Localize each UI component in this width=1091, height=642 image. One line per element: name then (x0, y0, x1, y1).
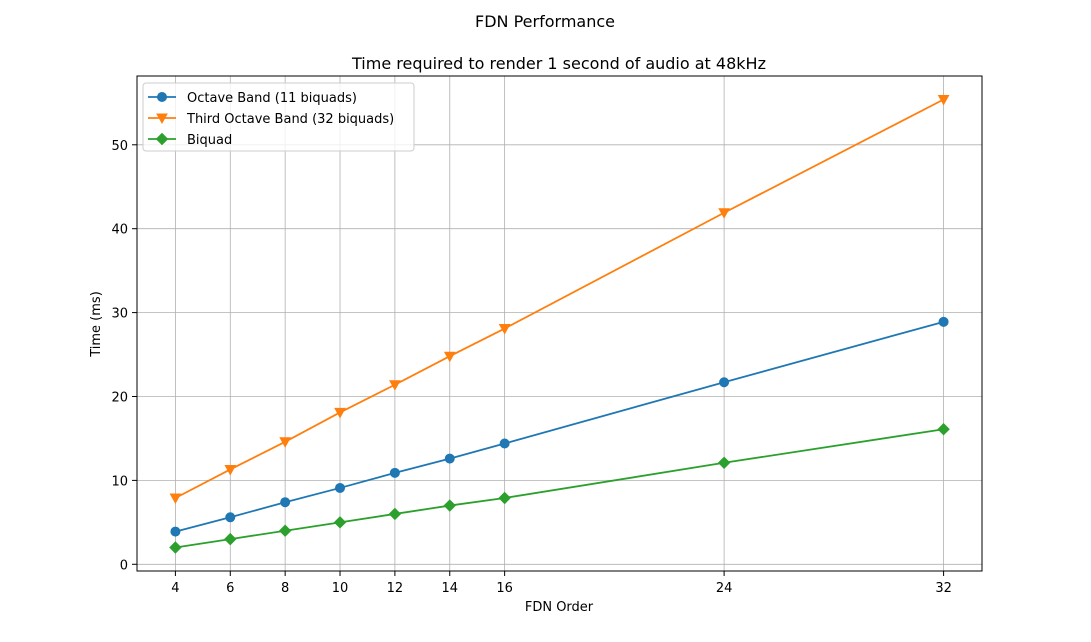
legend-items: Octave Band (11 biquads) Third Octave Ban… (148, 91, 394, 148)
data-point (498, 491, 511, 505)
data-point (170, 526, 181, 537)
y-tick-label: 0 (120, 558, 128, 573)
plot-frame (136, 75, 983, 572)
y-tick-label: 10 (111, 474, 128, 489)
data-point (334, 407, 346, 419)
data-point (278, 524, 292, 537)
series-layer (169, 94, 950, 554)
legend-item: Biquad (148, 132, 232, 148)
data-point (224, 532, 237, 546)
legend-label: Octave Band (11 biquads) (187, 91, 357, 106)
data-point (937, 94, 950, 106)
data-point (169, 493, 182, 505)
series-line (175, 320, 944, 533)
x-tick-label: 10 (332, 581, 349, 596)
grid-lines (137, 76, 982, 571)
series-1 (170, 316, 949, 537)
legend-box (142, 82, 415, 152)
x-tick-label: 8 (281, 581, 289, 596)
x-axis-ticks: 4 6 8 10 12 14 16 24 32 (171, 571, 952, 596)
legend: Octave Band (11 biquads) Third Octave Ban… (142, 82, 415, 152)
series-line (174, 98, 945, 499)
data-point (717, 456, 731, 469)
data-point (444, 453, 455, 464)
series-2 (169, 94, 950, 505)
chart-title: FDN Performance (475, 12, 615, 31)
data-point (937, 423, 950, 436)
y-tick-label: 30 (111, 307, 128, 322)
data-point (224, 464, 237, 476)
data-point (225, 512, 236, 523)
data-point (443, 499, 456, 512)
data-point (389, 380, 401, 391)
x-tick-label: 32 (935, 581, 952, 596)
data-point (938, 316, 949, 327)
y-axis-ticks: 0 10 20 30 40 50 (111, 139, 137, 573)
data-point (280, 497, 291, 508)
series-line (175, 428, 944, 549)
legend-marker (155, 132, 169, 146)
y-axis-label: Time (ms) (89, 291, 104, 358)
x-axis-label: FDN Order (525, 600, 594, 615)
data-point (499, 438, 510, 449)
y-tick-label: 50 (111, 139, 128, 154)
data-point (719, 377, 730, 388)
chart-subtitle: Time required to render 1 second of audi… (351, 54, 766, 73)
legend-label: Biquad (187, 133, 232, 148)
legend-marker (157, 92, 167, 102)
data-point (498, 324, 511, 335)
data-point (279, 437, 291, 448)
x-tick-label: 14 (441, 581, 458, 596)
data-point (389, 467, 400, 478)
legend-label: Third Octave Band (32 biquads) (186, 112, 394, 127)
y-tick-label: 20 (111, 390, 128, 405)
data-point (443, 351, 456, 363)
x-tick-label: 16 (496, 581, 513, 596)
y-tick-label: 40 (111, 223, 128, 238)
data-point (169, 541, 182, 554)
x-tick-label: 6 (226, 581, 234, 596)
data-point (335, 482, 346, 493)
x-tick-label: 4 (171, 581, 179, 596)
data-point (718, 208, 730, 219)
x-tick-label: 24 (716, 581, 733, 596)
data-point (388, 507, 402, 521)
x-tick-label: 12 (387, 581, 404, 596)
legend-item: Octave Band (11 biquads) (148, 91, 357, 106)
series-3 (169, 423, 950, 554)
legend-marker (156, 113, 168, 125)
legend-item: Third Octave Band (32 biquads) (148, 112, 394, 127)
data-point (333, 516, 347, 529)
